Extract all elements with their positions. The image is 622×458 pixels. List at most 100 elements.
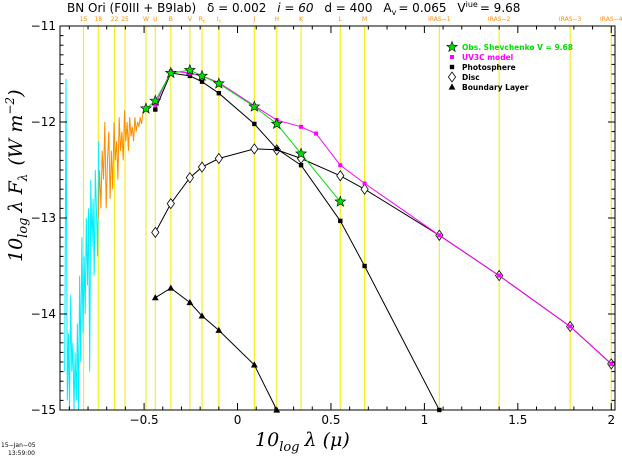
triangle-marker: [186, 298, 194, 306]
dot-marker: [437, 233, 442, 238]
legend-entry-label: Disc: [462, 73, 480, 82]
y-axis-label: 10logλ Fλ(W m−2): [3, 90, 31, 263]
dot-marker: [497, 273, 502, 278]
band-label: Ic: [217, 16, 222, 25]
y-tick-label: −13: [31, 211, 56, 225]
star-marker: [445, 40, 459, 53]
band-label: M: [362, 16, 367, 23]
dot-marker: [187, 71, 192, 76]
star-marker: [212, 77, 225, 89]
model-series: [139, 63, 616, 413]
square-marker: [338, 218, 343, 224]
series-uv3c-model: [153, 69, 614, 366]
star-marker: [139, 102, 153, 114]
dot-marker: [362, 181, 367, 186]
band-label: Rc: [199, 16, 206, 25]
chart-title: BN Ori (F0III + B9Iab) δ = 0.002 i = 60 …: [67, 0, 520, 17]
series-boundary-layer: [151, 284, 281, 413]
triangle-marker: [151, 294, 159, 301]
star-marker: [149, 94, 162, 107]
diamond-marker: [151, 226, 160, 239]
photometric-band-lines: [82, 26, 612, 410]
dot-marker: [450, 55, 454, 59]
band-label: L: [339, 16, 343, 23]
band-label: B: [169, 16, 173, 23]
square-marker: [187, 73, 193, 79]
band-label: 22: [111, 16, 119, 23]
series-disc: [151, 143, 616, 370]
legend-entry-label: Obs. Shevchenko V = 9.68: [462, 43, 573, 52]
diamond-marker: [447, 71, 457, 83]
square-marker: [274, 146, 279, 152]
time-stamp: 13:59:00: [8, 450, 35, 457]
svg-text:10logλ Fλ(W m−2): 10logλ Fλ(W m−2): [3, 90, 31, 263]
star-marker: [295, 147, 308, 159]
diamond-marker: [214, 152, 223, 165]
dot-marker: [568, 324, 573, 329]
photometric-band-labels: 15 18 22 25 W U B V Rc Ic J H K L M IRAS−1 IRAS−2 IRAS−3 I…: [80, 16, 622, 25]
series-line: [154, 148, 612, 365]
star-marker: [183, 63, 196, 76]
band-label: H: [275, 16, 280, 23]
spectrum-iue-lwp: [97, 110, 145, 219]
date-stamp: 15−Jan−05: [1, 442, 36, 449]
star-marker: [248, 100, 261, 112]
band-label: W: [143, 16, 149, 23]
star-marker: [270, 117, 283, 130]
square-marker: [216, 91, 222, 96]
series-line: [154, 72, 440, 411]
diamond-marker: [185, 171, 194, 184]
y-tick-label: −15: [31, 403, 56, 417]
band-label: 18: [94, 16, 102, 23]
y-tick-label: −12: [31, 115, 56, 129]
series-photosphere: [153, 70, 442, 413]
series-line: [155, 287, 278, 411]
diamond-marker: [250, 143, 259, 155]
dot-marker: [314, 131, 319, 136]
diamond-marker: [360, 183, 369, 195]
legend-entry-label: Photosphere: [462, 63, 516, 72]
y-tick-label: −11: [31, 19, 56, 33]
x-tick-label: 1.5: [508, 413, 527, 427]
y-tick-label: −14: [31, 307, 56, 321]
band-label: 15: [80, 16, 88, 23]
triangle-marker: [215, 326, 223, 333]
band-label: IRAS−1: [428, 16, 451, 23]
x-tick-label: 0: [234, 413, 242, 427]
square-marker: [153, 107, 158, 112]
dot-marker: [153, 102, 158, 107]
legend-entry-label: Boundary Layer: [462, 83, 529, 92]
square-marker: [252, 121, 257, 127]
band-label: IRAS−3: [559, 16, 582, 23]
diamond-marker: [166, 197, 175, 210]
band-label: J: [252, 16, 255, 23]
x-tick-label: 0.5: [321, 413, 340, 427]
band-label: 25: [121, 16, 129, 23]
square-marker: [199, 79, 205, 84]
diamond-marker: [336, 170, 345, 182]
dot-marker: [299, 124, 304, 129]
x-axis-label: 10log λ (μ): [255, 429, 350, 455]
triangle-marker: [167, 284, 175, 291]
series-line: [145, 69, 341, 203]
band-label: V: [188, 16, 193, 23]
band-label: U: [153, 16, 157, 23]
triangle-marker: [198, 312, 206, 319]
legend-entry-label: UV3C model: [462, 53, 513, 62]
band-label: IRAS−4: [600, 16, 622, 23]
plot-frame: [59, 25, 616, 411]
axis-ticks: −0.5 0 0.5 1 1.5 2 −15 −14 −13 −12 −11: [31, 19, 615, 427]
square-marker: [362, 263, 367, 269]
iue-spectra: [64, 78, 145, 411]
square-marker: [298, 163, 304, 168]
dot-marker: [609, 361, 614, 366]
x-tick-label: 2: [607, 413, 615, 427]
star-marker: [164, 66, 177, 79]
band-label: K: [299, 16, 304, 23]
band-label: IRAS−2: [488, 16, 511, 23]
triangle-marker: [250, 361, 258, 368]
series-obs-shevchenko-v-9-68: [139, 63, 347, 207]
star-marker: [195, 69, 209, 82]
